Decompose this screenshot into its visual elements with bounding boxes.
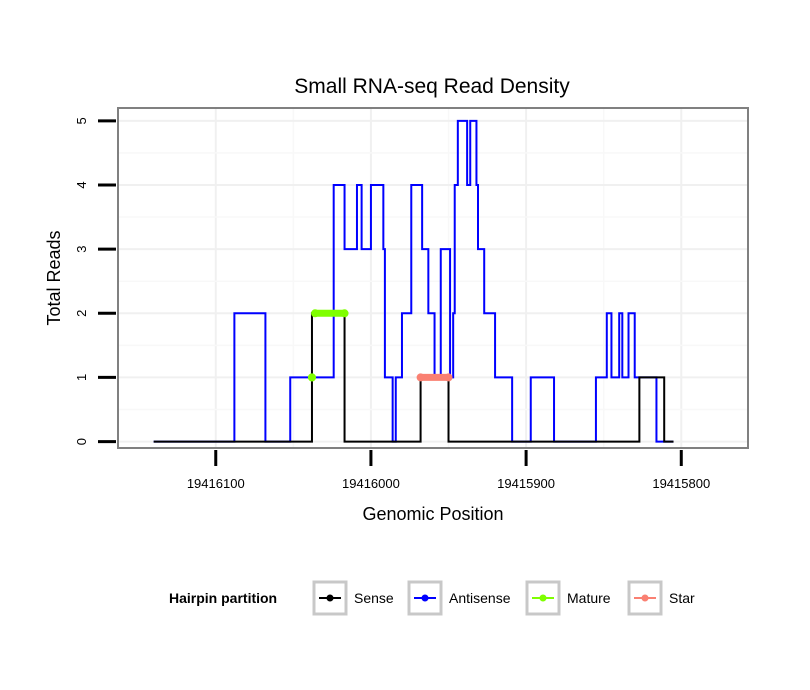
y-tick-label: 0 (74, 438, 89, 445)
mature-point (340, 309, 349, 318)
star-point (444, 373, 453, 382)
gridlines (118, 108, 748, 448)
legend-label-sense: Sense (354, 590, 394, 606)
chart-title: Small RNA-seq Read Density (294, 75, 570, 98)
legend-label-mature: Mature (567, 590, 611, 606)
legend-item-star: Star (627, 580, 695, 616)
legend-key-point (421, 594, 429, 602)
mature-point (311, 309, 320, 318)
legend-label-star: Star (669, 590, 695, 606)
legend-items: Sense Antisense Mature Star (312, 580, 695, 616)
series-layer (153, 119, 674, 443)
x-tick-label: 19415800 (652, 476, 710, 491)
y-tick-label: 3 (74, 246, 89, 253)
y-tick-label: 1 (74, 374, 89, 381)
star-point (416, 373, 425, 382)
y-tick-label: 4 (74, 181, 89, 188)
mature-point (307, 373, 316, 382)
antisense-series-line (153, 119, 674, 443)
legend: Hairpin partition Sense Antisense Mature St… (169, 580, 695, 616)
plot-panel-border (117, 107, 749, 449)
legend-item-mature: Mature (525, 580, 611, 616)
legend-label-antisense: Antisense (449, 590, 511, 606)
legend-item-antisense: Antisense (407, 580, 511, 616)
y-tick-label: 5 (74, 117, 89, 124)
x-axis: 19416100 19416000 19415900 19415800 (187, 450, 710, 491)
legend-title: Hairpin partition (169, 590, 277, 606)
x-tick-label: 19416000 (342, 476, 400, 491)
y-tick-label: 2 (74, 310, 89, 317)
legend-item-sense: Sense (312, 580, 394, 616)
y-axis: 0 1 2 3 4 5 (74, 117, 116, 445)
x-tick-label: 19415900 (497, 476, 555, 491)
legend-key-point (641, 594, 649, 602)
y-axis-title: Total Reads (44, 230, 64, 325)
x-axis-title: Genomic Position (362, 504, 503, 524)
legend-key-point (326, 594, 334, 602)
legend-key-point (539, 594, 547, 602)
x-tick-label: 19416100 (187, 476, 245, 491)
